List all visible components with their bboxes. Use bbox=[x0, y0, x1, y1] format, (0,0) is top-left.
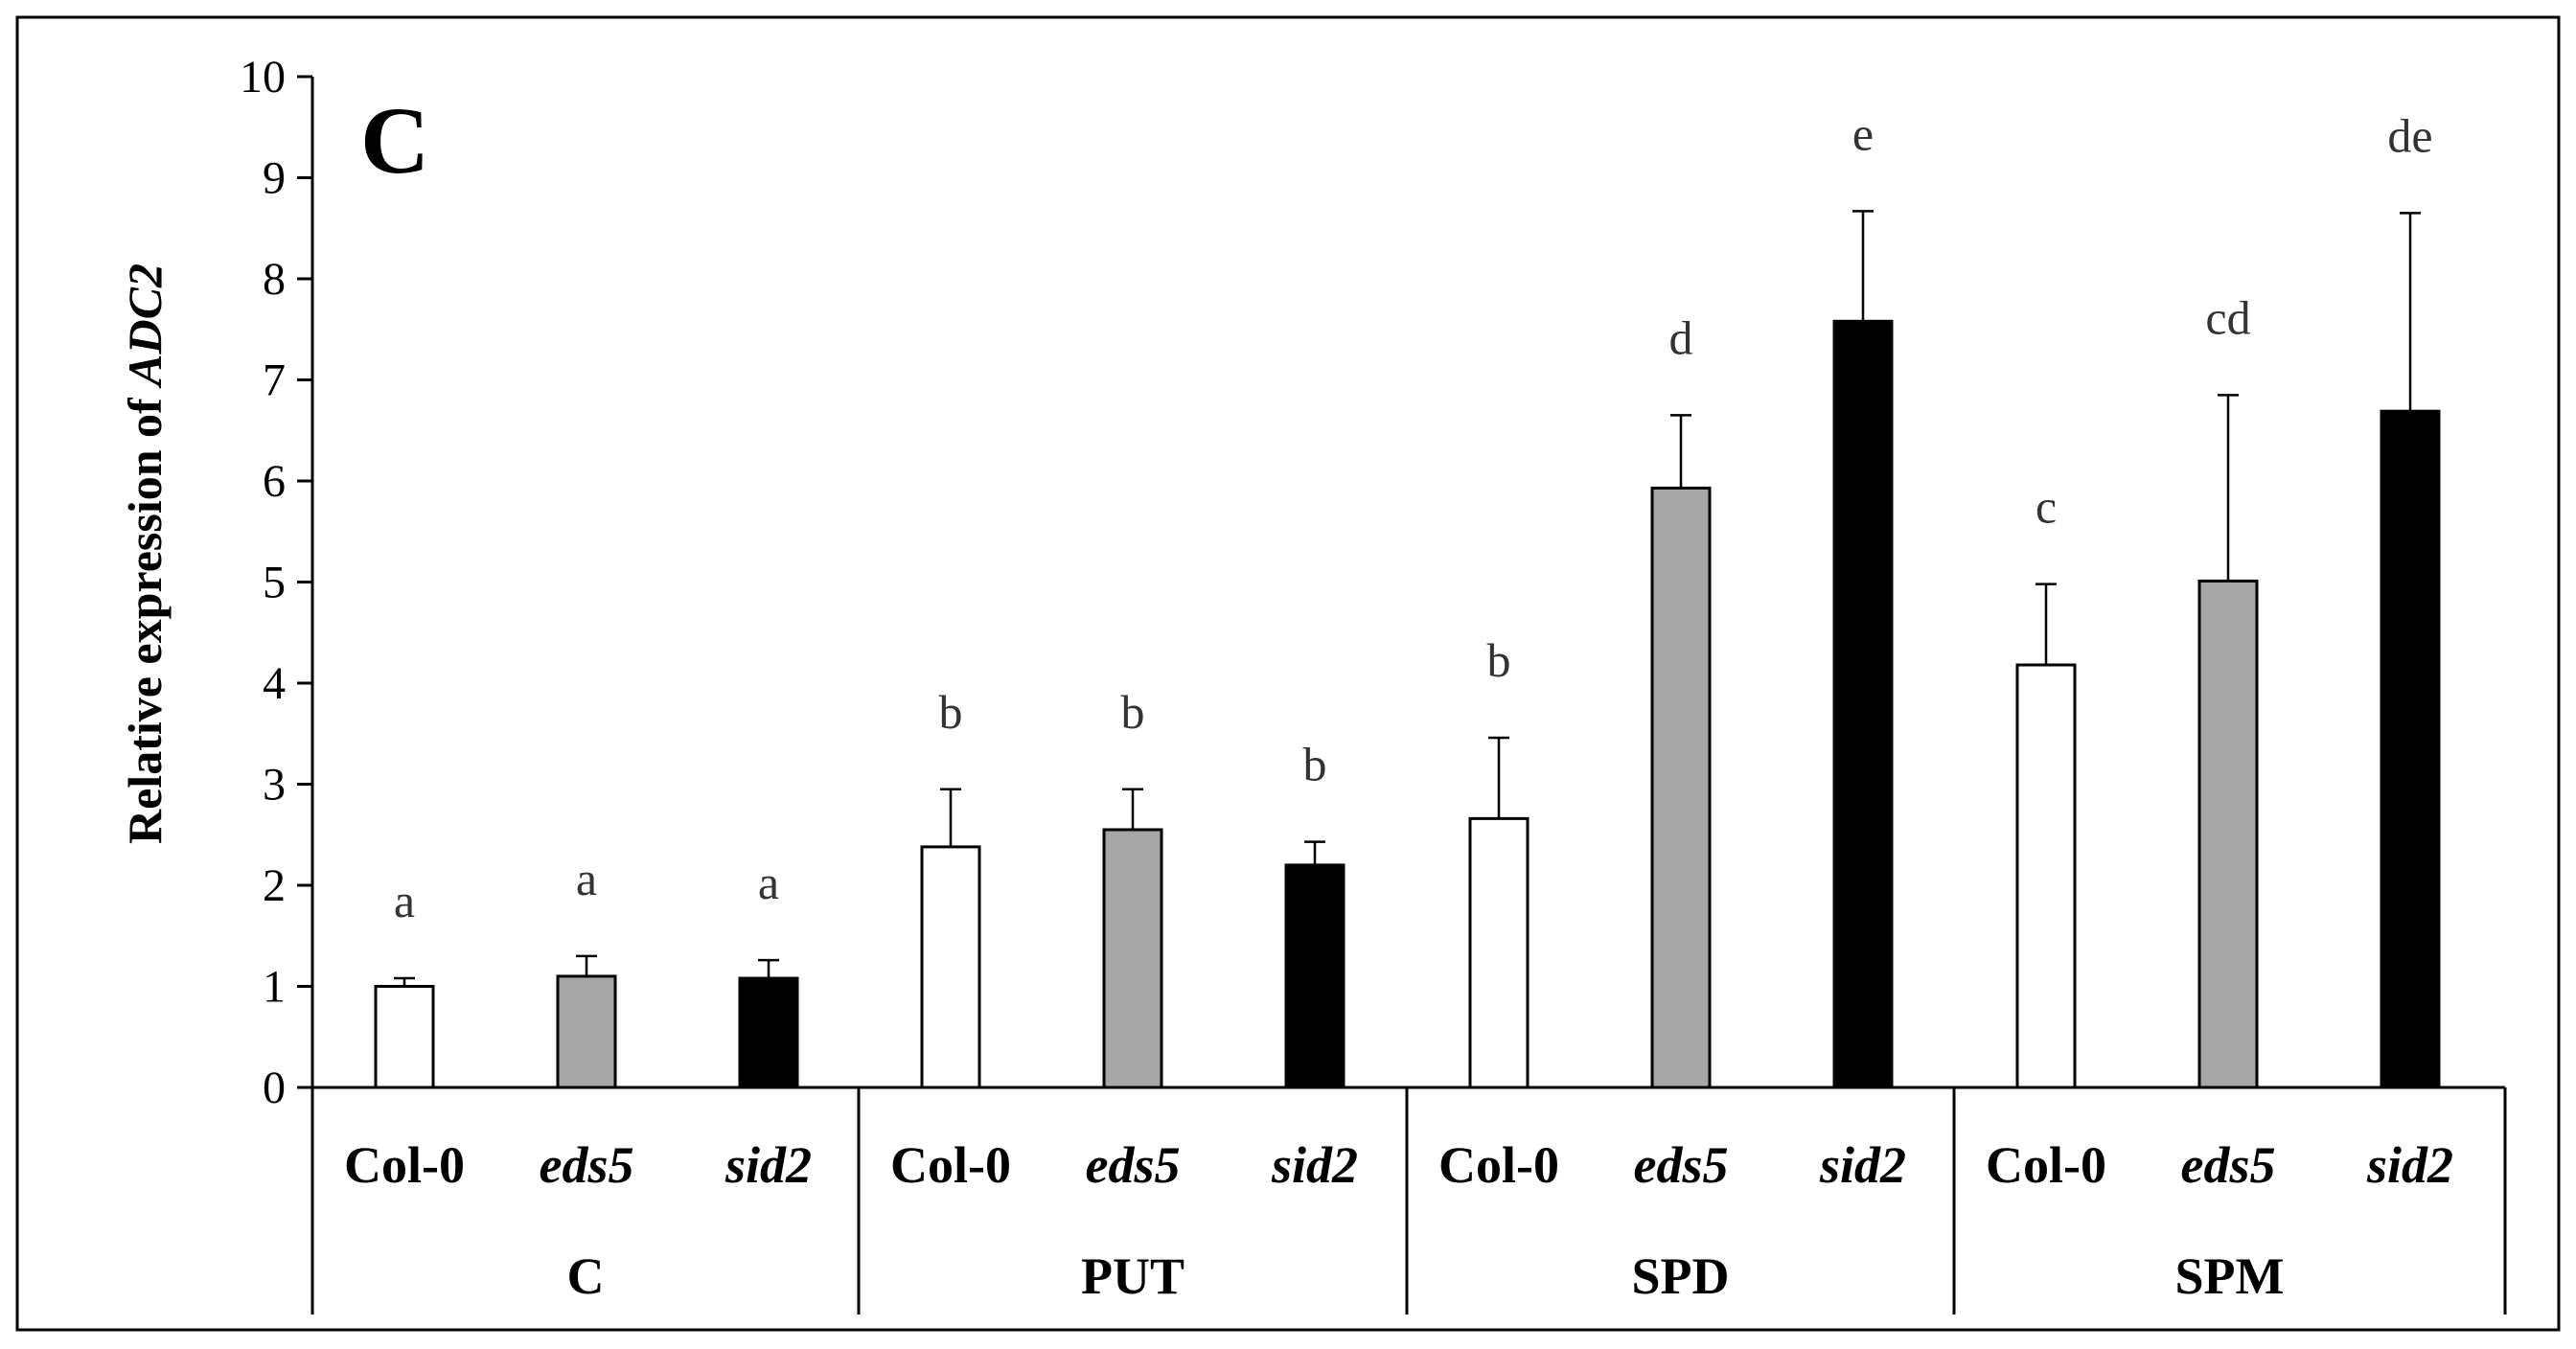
genotype-label: eds5 bbox=[2181, 1136, 2276, 1194]
significance-letter: a bbox=[394, 874, 415, 927]
bar-c-sid2 bbox=[738, 976, 799, 1089]
significance-letter: e bbox=[1852, 106, 1874, 160]
y-tick-label: 1 bbox=[263, 962, 286, 1013]
y-tick-label: 6 bbox=[263, 456, 286, 507]
bar-spd-sid2 bbox=[1832, 319, 1894, 1089]
genotype-label: Col-0 bbox=[890, 1136, 1011, 1194]
y-tick-label: 3 bbox=[263, 760, 286, 811]
bar-put-col-0 bbox=[920, 845, 981, 1089]
significance-letter: d bbox=[1669, 310, 1693, 364]
significance-letter: a bbox=[758, 856, 779, 909]
significance-letter: c bbox=[2036, 480, 2057, 534]
significance-letter: de bbox=[2387, 108, 2432, 162]
genotype-label: sid2 bbox=[1819, 1136, 1906, 1194]
significance-letter: cd bbox=[2205, 290, 2250, 344]
significance-letter: b bbox=[1121, 685, 1145, 739]
genotype-label: Col-0 bbox=[344, 1136, 465, 1194]
panel-letter: C bbox=[360, 87, 429, 194]
group-label: SPM bbox=[2175, 1247, 2285, 1305]
bar-spm-col-0 bbox=[2015, 663, 2077, 1089]
genotype-label: Col-0 bbox=[1986, 1136, 2106, 1194]
genotype-label: sid2 bbox=[1271, 1136, 1358, 1194]
bar-spd-eds5 bbox=[1650, 486, 1712, 1089]
error-bars-layer bbox=[394, 210, 2421, 987]
genotype-label: sid2 bbox=[2366, 1136, 2453, 1194]
bar-put-sid2 bbox=[1284, 863, 1346, 1089]
y-tick-label: 9 bbox=[263, 153, 286, 204]
genotype-label: eds5 bbox=[1086, 1136, 1181, 1194]
y-tick-label: 4 bbox=[263, 658, 286, 709]
genotype-label: Col-0 bbox=[1438, 1136, 1559, 1194]
category-table: Col-0 eds5 sid2 C Col-0 eds5 sid2 PUT Col-0 eds5 s… bbox=[310, 1086, 2507, 1315]
y-axis-title: Relative expression of ADC2 bbox=[118, 263, 172, 844]
y-tick-label: 0 bbox=[263, 1063, 286, 1113]
bar-spm-eds5 bbox=[2197, 579, 2259, 1089]
y-tick-label: 8 bbox=[263, 254, 286, 305]
significance-letter: b bbox=[939, 685, 963, 739]
bar-spd-col-0 bbox=[1468, 816, 1530, 1089]
y-tick-label: 10 bbox=[240, 52, 286, 103]
significance-letter: b bbox=[1303, 738, 1327, 791]
y-axis-title-gene: ADC2 bbox=[118, 263, 172, 389]
y-tick-label: 5 bbox=[263, 558, 286, 608]
bar-spm-sid2 bbox=[2380, 409, 2441, 1089]
y-axis-title-prefix: Relative expression of bbox=[118, 386, 172, 844]
group-label: C bbox=[567, 1247, 605, 1305]
group-label: PUT bbox=[1081, 1247, 1184, 1305]
significance-letter: b bbox=[1487, 633, 1511, 687]
genotype-label: sid2 bbox=[724, 1136, 812, 1194]
significance-letter: a bbox=[576, 852, 597, 905]
bar-c-col-0 bbox=[374, 985, 435, 1089]
group-label: SPD bbox=[1631, 1247, 1729, 1305]
y-axis: 0 1 2 3 4 5 6 7 8 9 10 bbox=[240, 52, 314, 1113]
y-tick-label: 7 bbox=[263, 355, 286, 406]
y-tick-label: 2 bbox=[263, 860, 286, 911]
genotype-label: eds5 bbox=[1634, 1136, 1729, 1194]
figure-frame bbox=[15, 15, 2561, 1332]
genotype-label: eds5 bbox=[540, 1136, 634, 1194]
bar-put-eds5 bbox=[1102, 828, 1163, 1089]
bar-c-eds5 bbox=[556, 974, 617, 1089]
